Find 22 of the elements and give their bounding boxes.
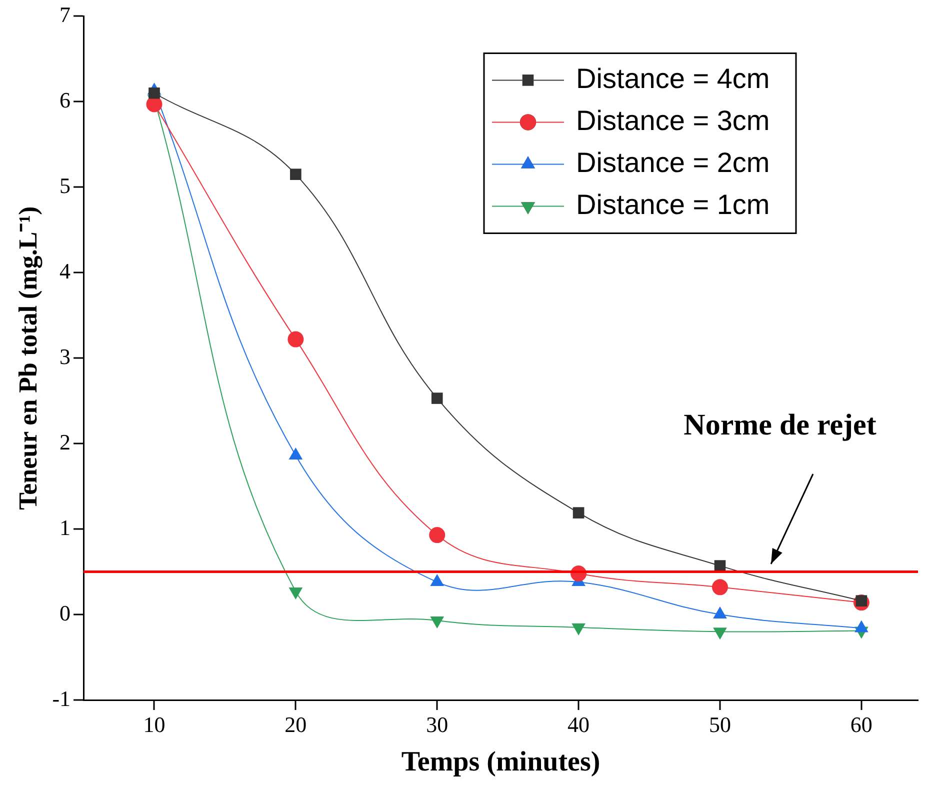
y-tick-label: 0 xyxy=(60,600,71,626)
x-tick-label: 20 xyxy=(284,712,307,737)
x-tick-label: 10 xyxy=(143,712,166,737)
x-axis-title: Temps (minutes) xyxy=(401,746,600,778)
y-tick-label: 1 xyxy=(60,514,71,540)
legend-label: Distance = 4cm xyxy=(576,62,770,94)
y-tick-label: 3 xyxy=(60,344,71,369)
x-tick-label: 40 xyxy=(568,712,590,737)
y-tick-label: -1 xyxy=(52,686,71,711)
x-tick-label: 60 xyxy=(850,712,872,737)
y-tick-label: 7 xyxy=(60,2,71,27)
y-tick-label: 2 xyxy=(60,429,71,454)
legend-label: Distance = 3cm xyxy=(576,104,770,136)
y-tick-label: 4 xyxy=(60,258,71,284)
legend-label: Distance = 1cm xyxy=(576,188,770,220)
x-tick-label: 50 xyxy=(708,712,731,737)
legend-label: Distance = 2cm xyxy=(576,146,770,178)
y-tick-label: 6 xyxy=(60,87,71,112)
y-tick-label: 5 xyxy=(60,172,71,198)
ref-line-label: Norme de rejet xyxy=(684,408,876,442)
x-tick-label: 30 xyxy=(426,712,448,737)
y-axis-title: Teneur en Pb total (mg.L⁻¹) xyxy=(13,206,42,510)
